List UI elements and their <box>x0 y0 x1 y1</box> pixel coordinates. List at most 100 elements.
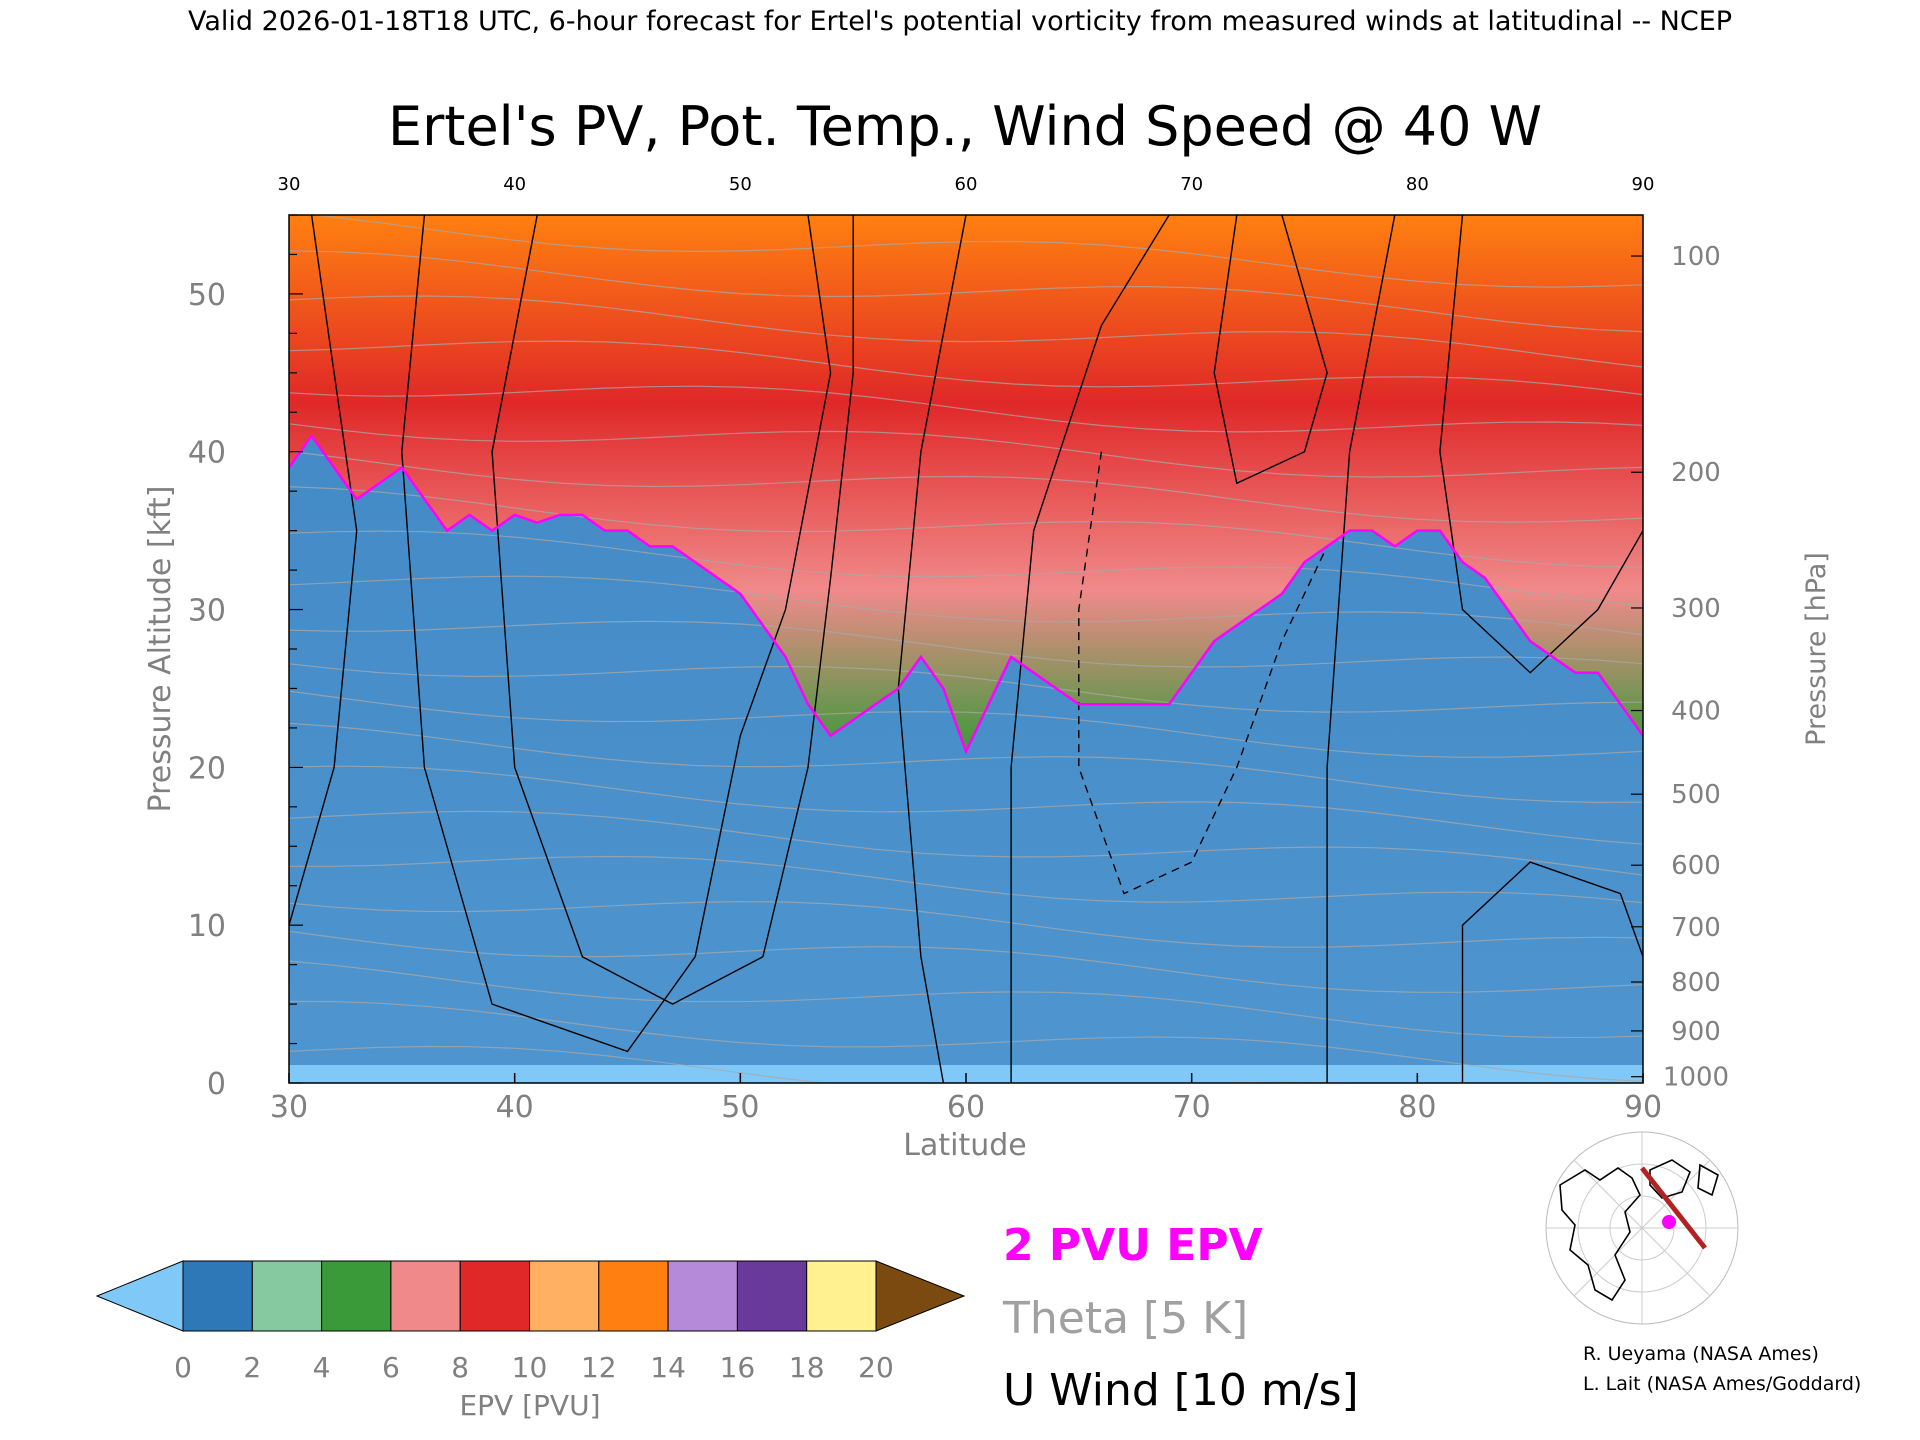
y-tick-label: 0 <box>207 1067 226 1102</box>
x-top-tick-label: 30 <box>278 174 301 195</box>
pressure-tick-label: 700 <box>1671 913 1721 943</box>
valid-time-line: Valid 2026-01-18T18 UTC, 6-hour forecast… <box>188 6 1732 37</box>
pressure-axis-label: Pressure [hPa] <box>1801 552 1832 746</box>
x-axis-top: 30 40 50 60 70 80 90 <box>278 174 1655 195</box>
wind-contour <box>491 215 854 1005</box>
theta-contour <box>289 295 1643 368</box>
x-axis-label: Latitude <box>903 1128 1026 1163</box>
wind-contour <box>1213 215 1328 485</box>
colorbar-swatch <box>736 1260 808 1332</box>
theta-contour <box>289 486 1643 568</box>
y-axis-right: 100 200 300 400 500 600 700 800 900 1000 <box>1631 242 1729 1093</box>
colorbar-min-arrow <box>95 1260 184 1332</box>
theta-contour <box>289 250 1643 333</box>
colorbar-swatch <box>529 1260 600 1332</box>
y-tick-label: 10 <box>188 909 226 944</box>
colorbar-tick-label: 2 <box>243 1351 261 1384</box>
theta-contours <box>289 215 1643 1083</box>
pressure-tick-label: 800 <box>1671 968 1721 998</box>
colorbar-swatch <box>598 1260 669 1332</box>
theta-contour <box>289 960 1643 1039</box>
theta-contour <box>289 930 1643 993</box>
x-top-tick-label: 90 <box>1632 174 1655 195</box>
theta-contour <box>289 450 1643 523</box>
colorbar-tick-label: 12 <box>581 1351 617 1384</box>
theta-contour <box>289 385 1643 433</box>
theta-contour <box>289 722 1643 804</box>
y-tick-label: 20 <box>188 751 226 786</box>
pressure-tick-label: 600 <box>1671 851 1721 881</box>
x-tick-label: 60 <box>947 1090 985 1125</box>
inset-location-map <box>1545 1131 1739 1325</box>
theta-contour <box>289 423 1643 478</box>
x-tick-label: 30 <box>270 1090 308 1125</box>
plot-area <box>289 215 1643 1083</box>
stratosphere-fill <box>289 215 1643 752</box>
x-tick-label: 80 <box>1398 1090 1436 1125</box>
colorbar-swatch <box>251 1260 323 1332</box>
colorbar: 0 2 4 6 8 10 12 14 16 18 20 <box>95 1260 966 1384</box>
colorbar-tick-label: 0 <box>174 1351 192 1384</box>
colorbar-tick-label: 8 <box>451 1351 469 1384</box>
theta-contour <box>289 1045 1353 1083</box>
x-top-tick-label: 50 <box>729 174 752 195</box>
colorbar-swatch <box>390 1260 461 1332</box>
theta-contour <box>308 215 1643 288</box>
pressure-tick-label: 200 <box>1671 458 1721 488</box>
colorbar-tick-label: 10 <box>512 1351 548 1384</box>
colorbar-swatch <box>459 1260 531 1332</box>
pressure-tick-label: 1000 <box>1663 1063 1729 1093</box>
colorbar-swatch <box>182 1260 253 1332</box>
theta-contour <box>289 663 1643 713</box>
y-axis-left: 0 10 20 30 40 50 <box>188 214 303 1102</box>
wind-contour <box>1010 215 1170 1083</box>
x-tick-label: 90 <box>1624 1090 1662 1125</box>
inset-location-marker <box>1662 1215 1676 1229</box>
theta-contour <box>289 1000 1643 1082</box>
theta-contour <box>289 620 1643 668</box>
y-tick-label: 50 <box>188 278 226 313</box>
theta-contour <box>289 575 1643 636</box>
theta-contour <box>289 530 1643 607</box>
pressure-tick-label: 500 <box>1671 780 1721 810</box>
colorbar-swatch <box>667 1260 738 1332</box>
y-tick-label: 40 <box>188 436 226 471</box>
legend-wind: U Wind [10 m/s] <box>1003 1365 1359 1416</box>
x-tick-label: 50 <box>721 1090 759 1125</box>
pressure-tick-label: 400 <box>1671 697 1721 727</box>
pressure-tick-label: 300 <box>1671 594 1721 624</box>
x-top-tick-label: 60 <box>955 174 978 195</box>
theta-contour <box>289 810 1643 876</box>
chart-title: Ertel's PV, Pot. Temp., Wind Speed @ 40 … <box>388 95 1542 158</box>
pressure-tick-label: 900 <box>1671 1017 1721 1047</box>
x-axis-bottom: 30 40 50 60 70 80 90 <box>270 1073 1662 1125</box>
wind-contour <box>401 215 832 1053</box>
credit-line-2: L. Lait (NASA Ames/Goddard) <box>1583 1373 1861 1395</box>
x-top-tick-label: 40 <box>503 174 526 195</box>
colorbar-max-arrow <box>875 1260 966 1332</box>
inset-section-track <box>1640 1166 1707 1250</box>
colorbar-tick-label: 6 <box>382 1351 400 1384</box>
colorbar-swatch <box>806 1260 877 1332</box>
wind-contour <box>1078 451 1328 895</box>
colorbar-tick-label: 20 <box>858 1351 894 1384</box>
x-top-tick-label: 80 <box>1406 174 1429 195</box>
theta-contour <box>289 855 1643 904</box>
colorbar-tick-label: 14 <box>650 1351 686 1384</box>
epv-2pvu-line <box>289 433 1643 755</box>
colorbar-label: EPV [PVU] <box>459 1389 600 1422</box>
y-axis-label: Pressure Altitude [kft] <box>143 486 178 813</box>
colorbar-tick-label: 4 <box>313 1351 331 1384</box>
wind-contour <box>1461 861 1643 1083</box>
credit-line-1: R. Ueyama (NASA Ames) <box>1583 1343 1819 1365</box>
legend-theta: Theta [5 K] <box>1002 1293 1248 1344</box>
legend-epv: 2 PVU EPV <box>1003 1220 1263 1271</box>
colorbar-tick-label: 18 <box>789 1351 825 1384</box>
wind-contour <box>1439 215 1643 674</box>
wind-contour <box>289 215 358 926</box>
x-top-tick-label: 70 <box>1180 174 1203 195</box>
pressure-tick-label: 100 <box>1671 242 1721 272</box>
x-tick-label: 40 <box>496 1090 534 1125</box>
theta-contour <box>289 690 1643 758</box>
